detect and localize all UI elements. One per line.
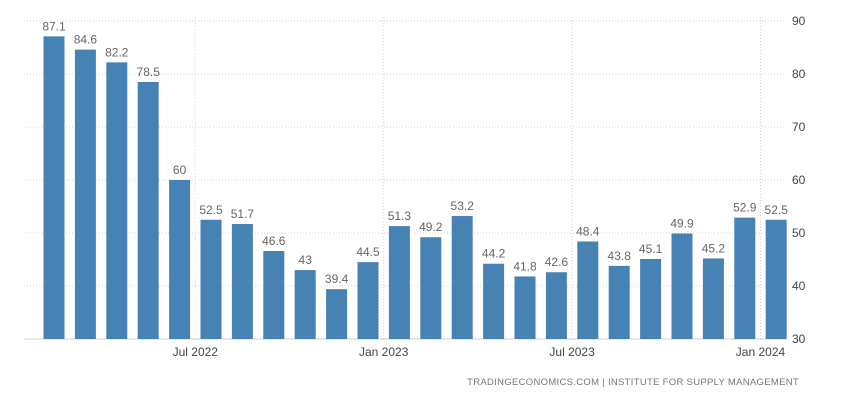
bar [74, 49, 96, 340]
bar-value-label: 49.2 [419, 220, 443, 234]
bar [420, 237, 442, 339]
bar [326, 289, 348, 339]
bar-value-label: 48.4 [576, 224, 600, 238]
bar [451, 216, 473, 339]
bar-value-label: 45.2 [702, 241, 726, 255]
bar-value-label: 49.9 [670, 217, 694, 231]
bar [671, 233, 693, 339]
x-axis: Jul 2022 Jan 2023 Jul 2023 Jan 2024 [173, 345, 786, 359]
bar-value-label: 52.5 [199, 203, 223, 217]
y-tick-label: 50 [792, 226, 806, 240]
bar-value-label: 41.8 [513, 259, 537, 273]
data-labels: 87.1 84.6 82.2 78.5 60 52.5 51.7 46.6 43 39.4 44.5… [42, 19, 788, 286]
bar [231, 223, 253, 339]
bar-value-label: 39.4 [325, 272, 349, 286]
bar [577, 241, 599, 339]
y-axis: 30 40 50 60 70 80 90 [792, 14, 806, 346]
bar-value-label: 78.5 [137, 65, 161, 79]
bar-value-label: 84.6 [74, 33, 98, 47]
bar [106, 62, 128, 340]
bar [483, 263, 505, 339]
bar [545, 272, 567, 339]
bar [608, 265, 630, 339]
y-tick-label: 80 [792, 67, 806, 81]
bar [702, 258, 724, 339]
bar-value-label: 43.8 [608, 249, 632, 263]
x-tick-label: Jan 2023 [359, 345, 409, 359]
bar-value-label: 82.2 [105, 45, 129, 59]
x-tick-label: Jan 2024 [736, 345, 786, 359]
bar-value-label: 52.5 [765, 203, 789, 217]
bar-value-label: 44.2 [482, 247, 506, 261]
y-tick-label: 40 [792, 279, 806, 293]
bar-value-label: 43 [299, 253, 313, 267]
bar-value-label: 51.7 [231, 207, 255, 221]
x-tick-label: Jul 2022 [173, 345, 219, 359]
bar-value-label: 44.5 [356, 245, 380, 259]
bar [43, 36, 65, 340]
bar [640, 258, 662, 339]
bar [263, 251, 285, 339]
bar [765, 219, 787, 339]
bar-value-label: 46.6 [262, 234, 286, 248]
bar [294, 270, 316, 339]
y-tick-label: 60 [792, 173, 806, 187]
bar-series [43, 36, 787, 340]
bar [734, 217, 756, 339]
y-tick-label: 90 [792, 14, 806, 28]
bar [137, 81, 159, 339]
y-tick-label: 70 [792, 120, 806, 134]
bar [388, 226, 410, 339]
bar-value-label: 53.2 [451, 199, 475, 213]
bar [514, 276, 536, 339]
bar [169, 180, 191, 339]
bar [357, 262, 379, 339]
bar-value-label: 42.6 [545, 255, 569, 269]
bar-value-label: 52.9 [733, 201, 757, 215]
bar [200, 219, 222, 339]
bar-value-label: 87.1 [42, 19, 66, 33]
bar-value-label: 60 [173, 163, 187, 177]
y-tick-label: 30 [792, 332, 806, 346]
bar-value-label: 45.1 [639, 242, 663, 256]
source-credit: TRADINGECONOMICS.COM | INSTITUTE FOR SUP… [467, 377, 799, 388]
x-tick-label: Jul 2023 [549, 345, 595, 359]
bar-value-label: 51.3 [388, 209, 412, 223]
